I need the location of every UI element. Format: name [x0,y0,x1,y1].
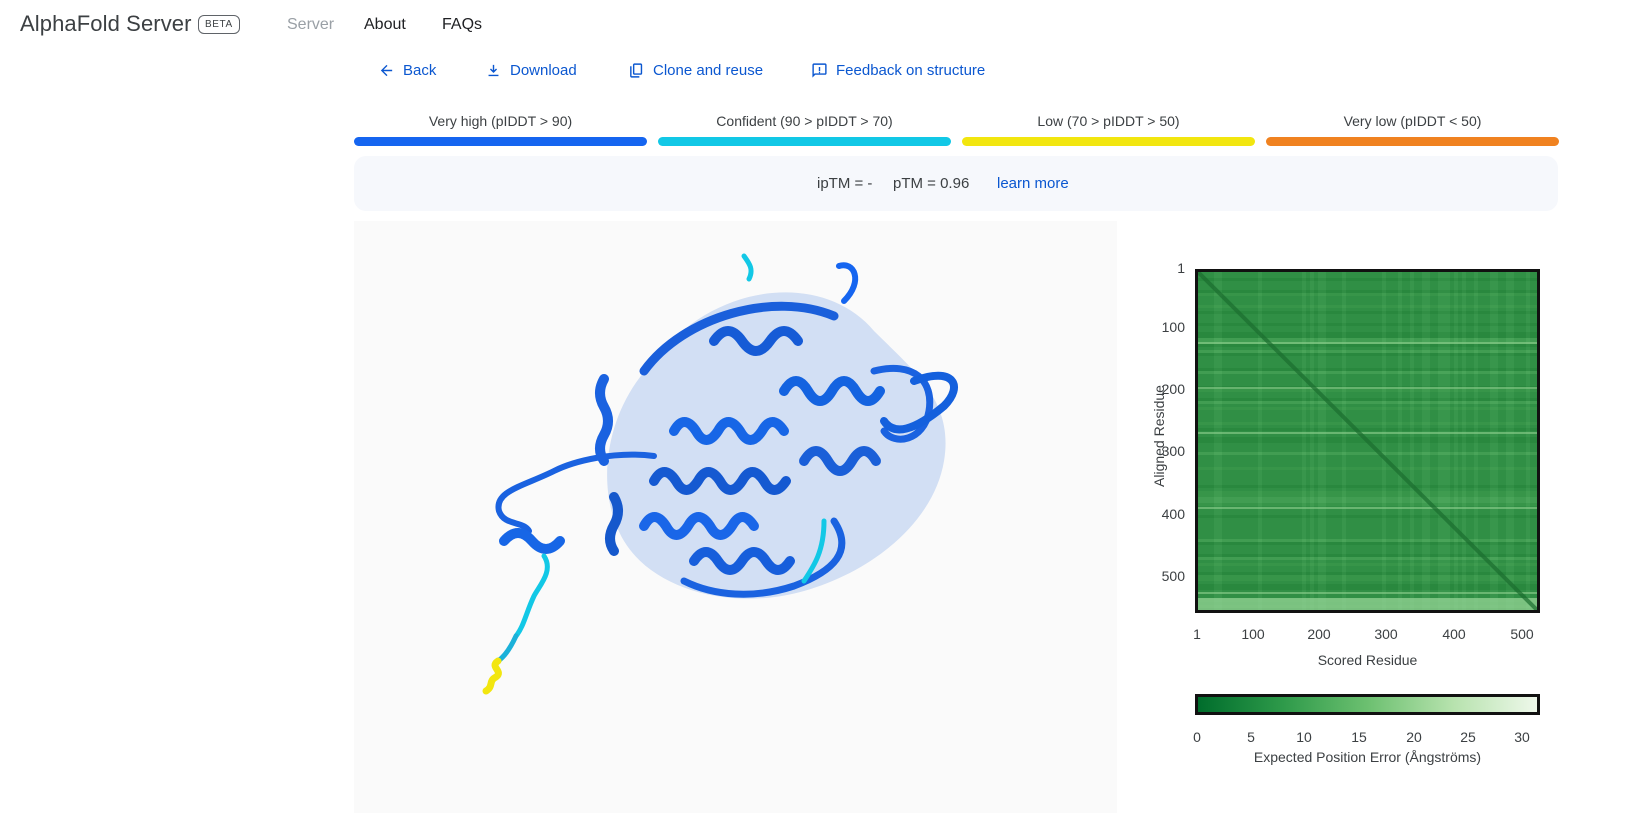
back-label: Back [403,62,437,79]
pae-heatmap[interactable] [1195,269,1540,613]
download-icon [488,64,499,77]
copy-icon [630,63,643,78]
colorbar-tick: 5 [1247,729,1255,745]
download-button[interactable]: Download [485,62,577,79]
pae-y-axis-label: Aligned Residue [1151,385,1167,487]
feedback-icon [812,63,827,78]
top-navigation-bar: AlphaFold Server BETA Server About FAQs [0,0,1652,52]
pae-x-axis-label: Scored Residue [1317,652,1418,668]
iptm-score: ipTM = - [817,175,873,192]
colorbar-tick: 0 [1193,729,1201,745]
legend-very-high-label: Very high (pIDDT > 90) [428,113,573,129]
feedback-on-structure-button[interactable]: Feedback on structure [811,62,985,79]
legend-confident-label: Confident (90 > pIDDT > 70) [716,113,893,129]
pae-y-tick: 1 [1177,260,1185,276]
feedback-label: Feedback on structure [836,62,986,79]
colorbar-tick: 15 [1351,729,1367,745]
nav-server[interactable]: Server [287,16,335,33]
pae-y-tick: 300 [1161,443,1185,459]
pae-x-tick: 100 [1241,626,1265,642]
colorbar-tick: 25 [1460,729,1476,745]
app-title[interactable]: AlphaFold Server [20,11,192,36]
pae-x-tick: 200 [1307,626,1331,642]
back-button[interactable]: Back [378,62,436,79]
legend-low-label: Low (70 > pIDDT > 50) [1037,113,1180,129]
pae-y-tick: 100 [1161,319,1185,335]
pae-x-tick: 300 [1374,626,1398,642]
confidence-scores-panel: ipTM = - pTM = 0.96 learn more [354,156,1558,211]
structure-viewer[interactable] [354,221,1117,813]
legend-confident-bar [658,137,951,146]
pae-plot: 1 100 200 300 400 500 Aligned Residue 1 … [1130,260,1590,782]
clone-label: Clone and reuse [653,62,764,79]
pae-x-tick: 1 [1193,626,1201,642]
clone-and-reuse-button[interactable]: Clone and reuse [628,62,763,79]
learn-more-link[interactable]: learn more [997,175,1069,192]
legend-very-low-bar [1266,137,1559,146]
pae-x-tick: 400 [1442,626,1466,642]
nav-faqs[interactable]: FAQs [442,16,483,33]
arrow-left-icon [380,64,393,77]
pae-x-tick: 500 [1510,626,1534,642]
beta-badge: BETA [198,15,240,34]
legend-confident: Confident (90 > pIDDT > 70) [658,113,951,146]
action-toolbar: Back Download Clone and reuse Feedback o… [0,62,1652,84]
ptm-score: pTM = 0.96 [893,175,970,192]
pae-colorbar [1195,694,1540,715]
legend-very-low-label: Very low (pIDDT < 50) [1343,113,1482,129]
colorbar-tick: 30 [1514,729,1530,745]
pae-heatmap-render [1198,272,1537,610]
legend-very-high-bar [354,137,647,146]
nav-about[interactable]: About [364,16,406,33]
pae-y-tick: 200 [1161,381,1185,397]
legend-very-high: Very high (pIDDT > 90) [354,113,647,146]
legend-low: Low (70 > pIDDT > 50) [962,113,1255,146]
colorbar-tick: 10 [1296,729,1312,745]
legend-low-bar [962,137,1255,146]
colorbar-label: Expected Position Error (Ångströms) [1253,749,1482,765]
download-label: Download [510,62,577,79]
plddt-legend: Very high (pIDDT > 90) Confident (90 > p… [354,113,1559,147]
pae-y-tick: 400 [1161,506,1185,522]
protein-structure-render [482,253,958,695]
legend-very-low: Very low (pIDDT < 50) [1266,113,1559,146]
pae-y-tick: 500 [1161,568,1185,584]
colorbar-tick: 20 [1406,729,1422,745]
